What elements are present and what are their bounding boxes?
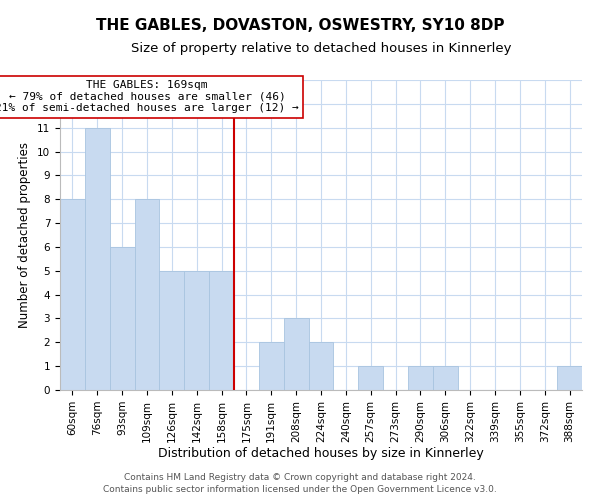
Bar (160, 271, 184, 390)
Text: THE GABLES, DOVASTON, OSWESTRY, SY10 8DP: THE GABLES, DOVASTON, OSWESTRY, SY10 8DP (96, 18, 504, 32)
Bar (209, 271, 234, 390)
Bar (408, 366, 433, 390)
Text: THE GABLES: 169sqm
← 79% of detached houses are smaller (46)
21% of semi-detache: THE GABLES: 169sqm ← 79% of detached hou… (0, 80, 299, 113)
Bar (308, 342, 334, 390)
Bar (259, 342, 284, 390)
Title: Size of property relative to detached houses in Kinnerley: Size of property relative to detached ho… (131, 42, 511, 55)
Bar (284, 318, 308, 390)
Text: Contains HM Land Registry data © Crown copyright and database right 2024.: Contains HM Land Registry data © Crown c… (124, 472, 476, 482)
Bar (433, 366, 458, 390)
Bar (557, 366, 582, 390)
Bar (85, 128, 110, 390)
Bar (110, 247, 134, 390)
Text: Contains public sector information licensed under the Open Government Licence v3: Contains public sector information licen… (103, 485, 497, 494)
Bar (358, 366, 383, 390)
X-axis label: Distribution of detached houses by size in Kinnerley: Distribution of detached houses by size … (158, 448, 484, 460)
Bar (184, 271, 209, 390)
Y-axis label: Number of detached properties: Number of detached properties (19, 142, 31, 328)
Bar (134, 199, 160, 390)
Bar (60, 199, 85, 390)
